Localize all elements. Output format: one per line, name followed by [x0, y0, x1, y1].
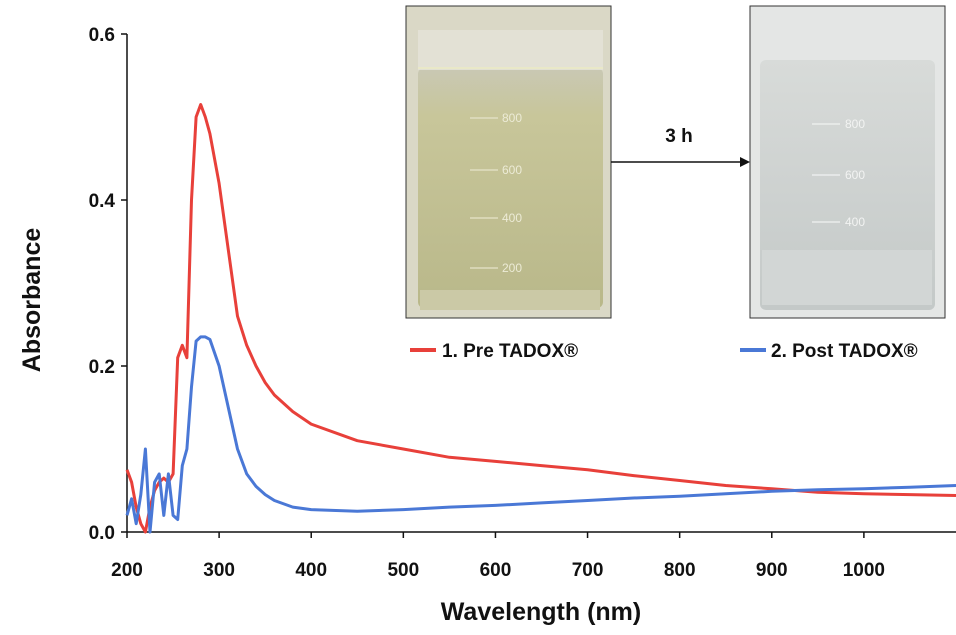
time-arrow-label: 3 h: [665, 126, 692, 147]
x-tick-label: 400: [295, 560, 327, 581]
beaker-post-markings: [812, 123, 840, 223]
y-tick-label: 0.4: [89, 191, 116, 212]
x-tick-label: 200: [111, 560, 143, 581]
series-line-pre-tadox: [125, 103, 956, 534]
time-arrow: [611, 157, 750, 167]
x-tick-label: 800: [664, 560, 696, 581]
x-tick-label: 500: [387, 560, 419, 581]
x-tick-label: 900: [756, 560, 788, 581]
y-tick-label: 0.0: [89, 523, 115, 544]
x-axis-title: Wavelength (nm): [441, 598, 641, 626]
series-line-post-tadox: [125, 335, 956, 534]
beaker-pre-markings: [470, 117, 498, 269]
y-axis-title: Absorbance: [18, 228, 46, 373]
photo-post-tadox: 800 600 400: [749, 5, 946, 319]
legend-label-post: 2. Post TADOX®: [771, 341, 918, 362]
x-tick-label: 1000: [843, 560, 885, 581]
y-ticks: 0.0 0.2 0.4 0.6: [89, 25, 127, 544]
y-tick-label: 0.6: [89, 25, 115, 46]
x-tick-label: 300: [203, 560, 235, 581]
axes: [126, 34, 956, 533]
beaker-post-mark-600: 600: [845, 168, 865, 182]
x-ticks: 200 300 400 500 600 700 800 900 1000: [111, 532, 885, 581]
series-layer: [125, 103, 956, 534]
beaker-post-mark-800: 800: [845, 117, 865, 131]
inset-photos: 800 600 400 200 800 600 400 3 h: [405, 5, 946, 319]
beaker-post-mark-400: 400: [845, 215, 865, 229]
beaker-pre-mark-800: 800: [502, 111, 522, 125]
photo-pre-tadox: 800 600 400 200: [405, 5, 612, 319]
x-tick-label: 700: [572, 560, 604, 581]
beaker-pre-mark-200: 200: [502, 261, 522, 275]
legend: 1. Pre TADOX® 2. Post TADOX®: [410, 341, 918, 362]
x-tick-label: 600: [480, 560, 512, 581]
legend-label-pre: 1. Pre TADOX®: [442, 341, 578, 362]
y-tick-label: 0.2: [89, 357, 115, 378]
beaker-pre-mark-600: 600: [502, 163, 522, 177]
beaker-pre-mark-400: 400: [502, 211, 522, 225]
